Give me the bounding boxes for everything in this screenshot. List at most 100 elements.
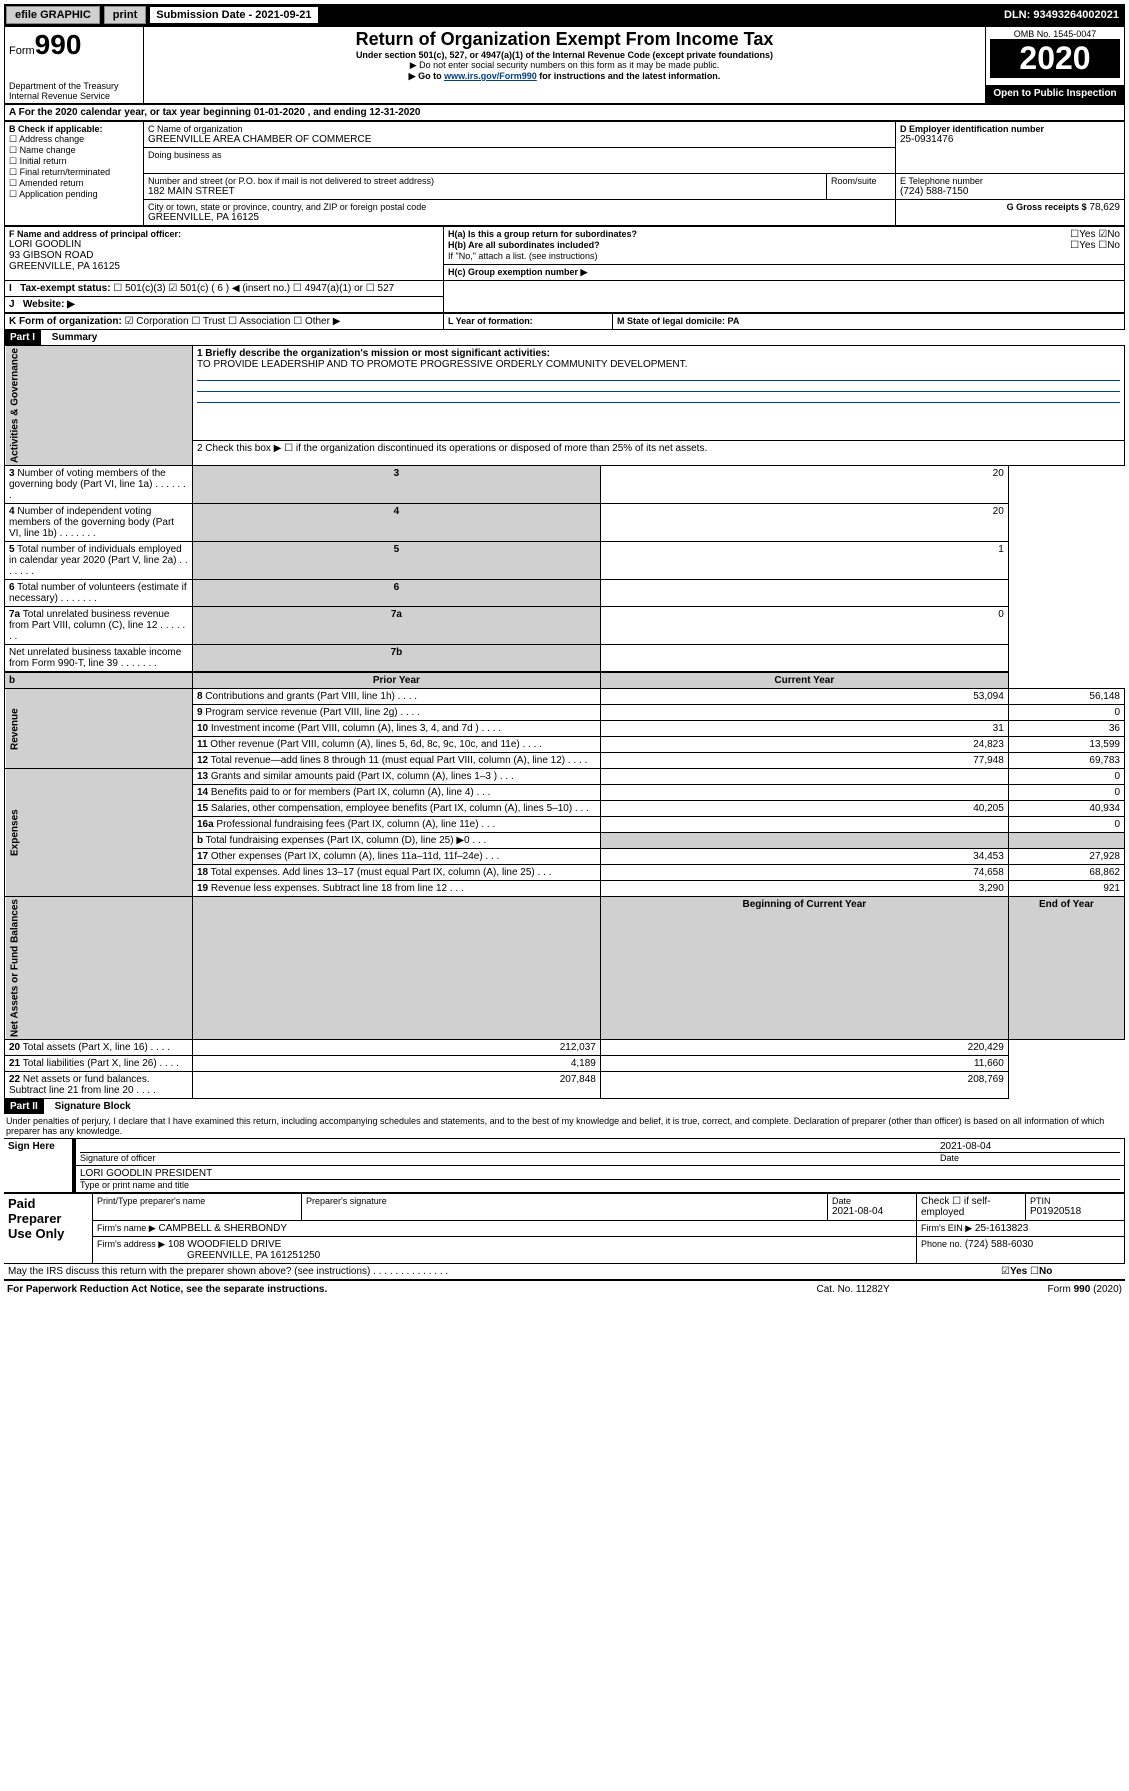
vlabel-na: Net Assets or Fund Balances (5, 897, 193, 1040)
gov-row-box: 7b (192, 645, 600, 672)
discuss-table: May the IRS discuss this return with the… (4, 1264, 1125, 1279)
gov-row-box: 7a (192, 607, 600, 645)
exp-prior (600, 817, 1008, 833)
box-k-label: K Form of organization: (9, 316, 122, 327)
line1-value: TO PROVIDE LEADERSHIP AND TO PROMOTE PRO… (197, 359, 1120, 370)
hb-note: If "No," attach a list. (see instruction… (448, 251, 597, 261)
firm-name: CAMPBELL & SHERBONDY (158, 1223, 287, 1234)
firm-addr2: GREENVILLE, PA 161251250 (97, 1250, 912, 1261)
box-k-opt: ☑ Corporation (125, 316, 189, 327)
rev-row-label: 9 Program service revenue (Part VIII, li… (192, 705, 600, 721)
gov-row-label: 4 Number of independent voting members o… (5, 504, 193, 542)
part-i-header: Part I Summary (4, 330, 1125, 345)
officer-name: LORI GOODLIN (9, 239, 439, 250)
rev-cur: 36 (1008, 721, 1124, 737)
signature-table: Sign Here Signature of officer 2021-08-0… (4, 1138, 1125, 1193)
phone: (724) 588-6030 (965, 1239, 1033, 1250)
current-year-header: Current Year (600, 673, 1008, 689)
subtitle3-prefix: ▶ Go to (409, 71, 444, 81)
opt-4947: 4947(a)(1) or (305, 283, 363, 294)
prep-date-label: Date (832, 1196, 912, 1206)
box-k-opt: ☐ Association (225, 316, 290, 327)
firm-addr1: 108 WOODFIELD DRIVE (168, 1239, 281, 1250)
jurat: Under penalties of perjury, I declare th… (4, 1114, 1125, 1138)
officer-addr2: GREENVILLE, PA 16125 (9, 261, 439, 272)
na-cur: 208,769 (600, 1072, 1008, 1099)
exp-cur: 0 (1008, 769, 1124, 785)
box-e-label: E Telephone number (900, 176, 1120, 186)
na-prior: 212,037 (192, 1040, 600, 1056)
exp-prior-shade (600, 833, 1008, 849)
firm-addr-label: Firm's address ▶ (97, 1239, 165, 1249)
efile-button[interactable]: efile GRAPHIC (6, 6, 100, 24)
irs-link[interactable]: www.irs.gov/Form990 (444, 71, 537, 81)
org-name: GREENVILLE AREA CHAMBER OF COMMERCE (148, 134, 891, 145)
sign-here: Sign Here (4, 1139, 74, 1193)
entity-table: B Check if applicable: ☐ Address change☐… (4, 121, 1125, 226)
box-b-item: ☐ Initial return (9, 156, 139, 167)
officer-name-label: Type or print name and title (80, 1180, 1120, 1190)
part-i-table: Activities & Governance 1 Briefly descri… (4, 345, 1125, 1099)
gov-row-label: 5 Total number of individuals employed i… (5, 542, 193, 580)
open-to-public: Open to Public Inspection (986, 86, 1125, 104)
discuss-answer: ☑Yes ☐No (997, 1264, 1125, 1279)
addr-label: Number and street (or P.O. box if mail i… (148, 176, 822, 186)
prior-year-header: Prior Year (192, 673, 600, 689)
box-k-opt: ☐ Trust (189, 316, 226, 327)
firm-ein: 25-1613823 (975, 1223, 1028, 1234)
na-row-label: 20 Total assets (Part X, line 16) . . . … (5, 1040, 193, 1056)
city-state-zip: GREENVILLE, PA 16125 (148, 212, 891, 223)
rev-row-label: 8 Contributions and grants (Part VIII, l… (192, 689, 600, 705)
exp-cur: 68,862 (1008, 865, 1124, 881)
gov-row-val (600, 580, 1008, 607)
exp-cur: 0 (1008, 785, 1124, 801)
opt-527: 527 (378, 283, 395, 294)
city-label: City or town, state or province, country… (148, 202, 891, 212)
ha-answer: ☐Yes ☑No (1070, 229, 1120, 240)
na-cur: 220,429 (600, 1040, 1008, 1056)
line1-label: 1 Briefly describe the organization's mi… (197, 348, 1120, 359)
org-type-table: K Form of organization: ☑ Corporation ☐ … (4, 313, 1125, 330)
exp-row-label: 19 Revenue less expenses. Subtract line … (192, 881, 600, 897)
department: Department of the Treasury Internal Reve… (9, 81, 139, 101)
exp-row-label: 17 Other expenses (Part IX, column (A), … (192, 849, 600, 865)
check-self: Check ☐ if self-employed (917, 1194, 1026, 1221)
ein: 25-0931476 (900, 134, 1120, 145)
rev-prior: 53,094 (600, 689, 1008, 705)
gov-row-val: 1 (600, 542, 1008, 580)
box-f-label: F Name and address of principal officer: (9, 229, 439, 239)
part-i-title: Summary (44, 332, 98, 343)
exp-prior: 3,290 (600, 881, 1008, 897)
vlabel-rev: Revenue (5, 689, 193, 769)
box-d-label: D Employer identification number (900, 124, 1120, 134)
officer-addr1: 93 GIBSON ROAD (9, 250, 439, 261)
na-row-label: 22 Net assets or fund balances. Subtract… (5, 1072, 193, 1099)
gov-row-box: 6 (192, 580, 600, 607)
omb: OMB No. 1545-0047 (990, 29, 1120, 39)
end-year-header: End of Year (1008, 897, 1124, 1040)
gov-row-val: 20 (600, 466, 1008, 504)
exp-prior: 74,658 (600, 865, 1008, 881)
box-j-label: J Website: ▶ (9, 299, 75, 310)
col-b: b (5, 673, 193, 689)
exp-row-label: b Total fundraising expenses (Part IX, c… (192, 833, 600, 849)
na-cur: 11,660 (600, 1056, 1008, 1072)
hb-answer: ☐Yes ☐No (1070, 240, 1120, 251)
prep-sig-label: Preparer's signature (306, 1196, 823, 1206)
hb-label: H(b) Are all subordinates included? (448, 240, 600, 250)
paperwork-notice: For Paperwork Reduction Act Notice, see … (6, 1283, 763, 1296)
form-header-table: Form990 Department of the Treasury Inter… (4, 26, 1125, 104)
exp-prior (600, 769, 1008, 785)
ha-label: H(a) Is this a group return for subordin… (448, 229, 637, 239)
beg-year-header: Beginning of Current Year (600, 897, 1008, 1040)
hc-label: H(c) Group exemption number ▶ (448, 267, 587, 277)
date-label: Date (940, 1153, 1120, 1163)
exp-prior (600, 785, 1008, 801)
na-prior: 4,189 (192, 1056, 600, 1072)
line2: 2 Check this box ▶ ☐ if the organization… (192, 440, 1124, 465)
box-l-label: L Year of formation: (448, 316, 533, 326)
print-button[interactable]: print (104, 6, 146, 24)
tax-year: 2020 (990, 39, 1120, 78)
exp-cur: 40,934 (1008, 801, 1124, 817)
box-b-item: ☐ Application pending (9, 189, 139, 200)
